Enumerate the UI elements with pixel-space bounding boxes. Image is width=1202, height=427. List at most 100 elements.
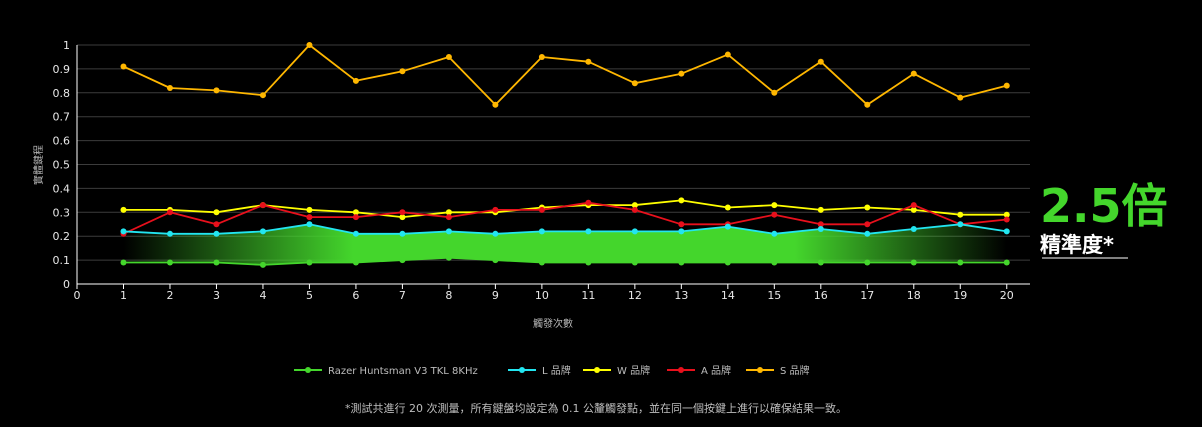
- data-point: [724, 259, 731, 266]
- data-point: [724, 223, 731, 230]
- data-point: [678, 70, 685, 77]
- data-point: [817, 259, 824, 266]
- x-tick-label: 16: [814, 289, 828, 302]
- y-axis-title: 實體鍵程: [32, 145, 45, 185]
- data-point: [631, 206, 638, 213]
- data-point: [306, 214, 313, 221]
- data-point: [957, 259, 964, 266]
- data-point: [213, 221, 220, 228]
- data-point: [492, 206, 499, 213]
- data-point: [306, 259, 313, 266]
- legend-swatch-marker: [678, 367, 684, 373]
- data-point: [352, 209, 359, 216]
- x-tick-label: 8: [445, 289, 452, 302]
- data-point: [771, 230, 778, 237]
- data-point: [445, 209, 452, 216]
- x-tick-label: 20: [1000, 289, 1014, 302]
- x-tick-label: 4: [259, 289, 266, 302]
- data-point: [957, 94, 964, 101]
- x-tick-label: 5: [306, 289, 313, 302]
- data-point: [957, 211, 964, 218]
- x-tick-label: 1: [120, 289, 127, 302]
- data-point: [445, 254, 452, 261]
- data-point: [259, 261, 266, 268]
- y-tick-label: 0.5: [53, 159, 71, 172]
- x-tick-label: 0: [74, 289, 81, 302]
- highlight-band: [123, 224, 1007, 265]
- data-point: [631, 259, 638, 266]
- series-line: [123, 256, 1007, 266]
- data-point: [213, 230, 220, 237]
- data-point: [678, 228, 685, 235]
- legend-entry-label: Razer Huntsman V3 TKL 8KHz: [328, 366, 478, 377]
- data-point: [538, 206, 545, 213]
- data-point: [585, 259, 592, 266]
- x-axis-title: 觸發次數: [533, 317, 573, 330]
- x-tick-label: 12: [628, 289, 642, 302]
- x-tick-label: 2: [166, 289, 173, 302]
- x-tick-label: 15: [767, 289, 781, 302]
- y-tick-label: 0.7: [53, 111, 71, 124]
- data-point: [492, 257, 499, 264]
- data-point: [492, 101, 499, 108]
- series-line: [123, 44, 1008, 106]
- data-point: [631, 202, 638, 209]
- highlight-band-area: [123, 224, 1007, 265]
- data-point: [910, 206, 917, 213]
- data-point: [817, 221, 824, 228]
- data-point: [817, 226, 824, 233]
- y-tick-label: 1: [63, 39, 70, 52]
- legend-swatch-marker: [519, 367, 525, 373]
- series-line: [123, 201, 1007, 235]
- y-tick-label: 0.3: [53, 206, 71, 219]
- data-point: [817, 58, 824, 65]
- data-point: [213, 87, 220, 94]
- data-point: [445, 228, 452, 235]
- data-point: [120, 228, 127, 235]
- footnote: *測試共進行 20 次測量，所有鍵盤均設定為 0.1 公釐觸發點，並在同一個按鍵…: [345, 401, 847, 415]
- data-point: [864, 259, 871, 266]
- legend-entry-label: S 品牌: [780, 364, 810, 377]
- x-tick-label: 3: [213, 289, 220, 302]
- data-point: [538, 259, 545, 266]
- callout-value: 2.5倍: [1040, 179, 1168, 233]
- data-point: [120, 63, 127, 70]
- data-point: [445, 53, 452, 60]
- data-point: [399, 257, 406, 264]
- data-point: [631, 228, 638, 235]
- legend-swatch-marker: [594, 367, 600, 373]
- data-point: [306, 42, 313, 48]
- data-point: [492, 230, 499, 237]
- data-point: [1003, 228, 1010, 235]
- grid-lines: [77, 44, 1030, 261]
- legend-entry-label: A 品牌: [701, 364, 731, 377]
- data-point: [678, 259, 685, 266]
- data-point: [352, 259, 359, 266]
- data-point: [771, 89, 778, 96]
- data-point: [352, 230, 359, 237]
- data-point: [259, 202, 266, 209]
- x-tick-label: 11: [581, 289, 595, 302]
- data-point: [771, 202, 778, 209]
- x-tick-label: 10: [535, 289, 549, 302]
- legend-swatch-marker: [305, 367, 311, 373]
- data-point: [399, 68, 406, 75]
- x-tick-label: 19: [953, 289, 967, 302]
- data-point: [538, 228, 545, 235]
- data-point: [213, 209, 220, 216]
- data-point: [538, 53, 545, 60]
- legend: Razer Huntsman V3 TKL 8KHz L 品牌 W 品牌 A 品牌 S …: [294, 364, 810, 377]
- x-tick-label: 9: [492, 289, 499, 302]
- data-point: [352, 77, 359, 84]
- data-point: [678, 197, 685, 204]
- data-point: [1003, 82, 1010, 89]
- series-lines: [120, 42, 1010, 268]
- data-point: [1003, 216, 1010, 223]
- data-point: [864, 221, 871, 228]
- data-point: [166, 230, 173, 237]
- data-point: [910, 202, 917, 209]
- data-point: [166, 85, 173, 92]
- data-point: [213, 259, 220, 266]
